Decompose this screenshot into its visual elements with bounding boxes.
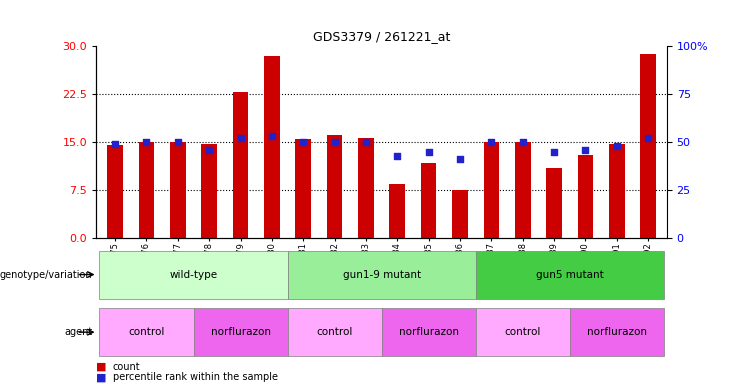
- Bar: [193, 308, 288, 356]
- Bar: [515, 142, 531, 238]
- Point: [391, 152, 403, 159]
- Point: [516, 139, 528, 145]
- Point: [329, 139, 341, 145]
- Bar: [382, 308, 476, 356]
- Bar: [327, 135, 342, 238]
- Point: [642, 135, 654, 141]
- Point: [203, 147, 215, 153]
- Text: norflurazon: norflurazon: [587, 327, 647, 337]
- Text: percentile rank within the sample: percentile rank within the sample: [113, 372, 278, 382]
- Bar: [233, 92, 248, 238]
- Bar: [609, 144, 625, 238]
- Bar: [390, 184, 405, 238]
- Point: [360, 139, 372, 145]
- Text: ■: ■: [96, 362, 107, 372]
- Point: [172, 139, 184, 145]
- Text: control: control: [128, 327, 165, 337]
- Bar: [296, 139, 311, 238]
- Text: norflurazon: norflurazon: [210, 327, 270, 337]
- Bar: [139, 142, 154, 238]
- Bar: [476, 308, 570, 356]
- Bar: [476, 251, 664, 298]
- Text: ■: ■: [96, 372, 107, 382]
- Text: gun5 mutant: gun5 mutant: [536, 270, 604, 280]
- Bar: [288, 251, 476, 298]
- Text: gun1-9 mutant: gun1-9 mutant: [342, 270, 421, 280]
- Point: [141, 139, 153, 145]
- Bar: [288, 308, 382, 356]
- Text: genotype/variation: genotype/variation: [0, 270, 93, 280]
- Text: wild-type: wild-type: [170, 270, 218, 280]
- Point: [611, 143, 622, 149]
- Bar: [170, 142, 186, 238]
- Point: [485, 139, 497, 145]
- Point: [548, 149, 560, 155]
- Point: [235, 135, 247, 141]
- Bar: [107, 145, 123, 238]
- Point: [109, 141, 121, 147]
- Bar: [452, 190, 468, 238]
- Bar: [358, 138, 373, 238]
- Bar: [421, 162, 436, 238]
- Text: agent: agent: [64, 327, 93, 337]
- Bar: [546, 168, 562, 238]
- Text: control: control: [316, 327, 353, 337]
- Title: GDS3379 / 261221_at: GDS3379 / 261221_at: [313, 30, 451, 43]
- Bar: [99, 251, 288, 298]
- Point: [297, 139, 309, 145]
- Bar: [577, 155, 594, 238]
- Bar: [202, 144, 217, 238]
- Text: norflurazon: norflurazon: [399, 327, 459, 337]
- Bar: [640, 55, 656, 238]
- Bar: [264, 56, 279, 238]
- Bar: [483, 142, 499, 238]
- Bar: [570, 308, 664, 356]
- Bar: [99, 308, 193, 356]
- Point: [266, 133, 278, 139]
- Text: count: count: [113, 362, 140, 372]
- Text: control: control: [505, 327, 541, 337]
- Point: [422, 149, 434, 155]
- Point: [579, 147, 591, 153]
- Point: [454, 156, 466, 162]
